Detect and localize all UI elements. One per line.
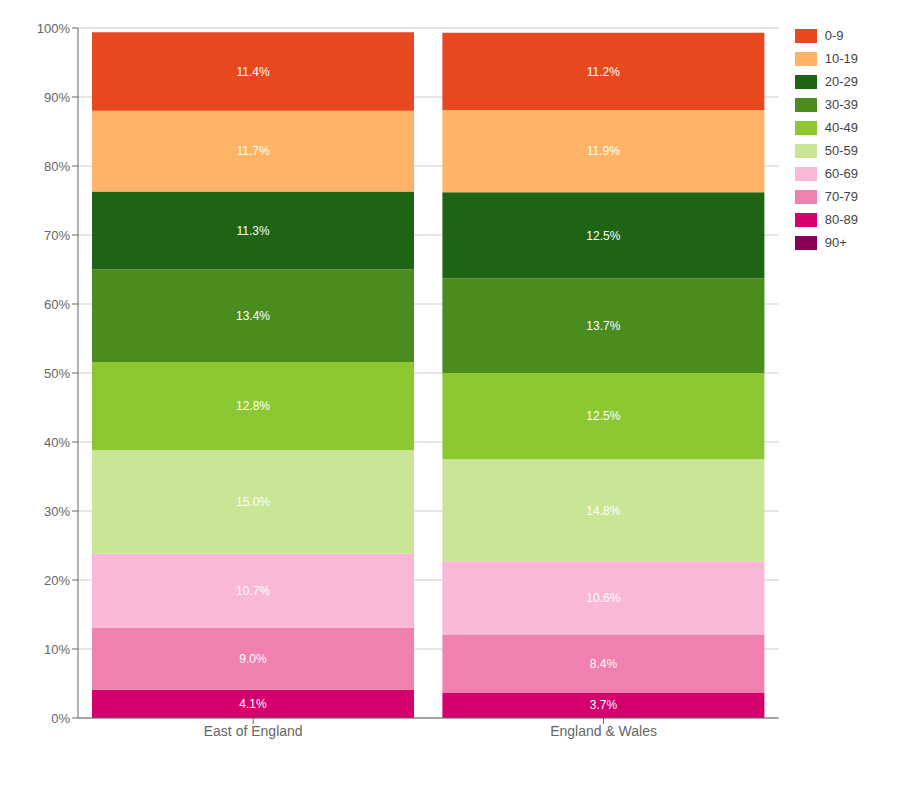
svg-text:11.3%: 11.3%	[236, 224, 269, 238]
svg-text:10%: 10%	[44, 642, 70, 657]
svg-text:30%: 30%	[44, 504, 70, 519]
svg-text:East of England: East of England	[204, 723, 303, 739]
svg-text:90%: 90%	[44, 90, 70, 105]
svg-text:80%: 80%	[44, 159, 70, 174]
html-text:30-39: 30-39	[824, 97, 858, 112]
svg-text:12.8%: 12.8%	[236, 399, 270, 413]
html-text:70-79: 70-79	[824, 189, 858, 204]
svg-text:70%: 70%	[44, 228, 70, 243]
svg-text:11.9%: 11.9%	[587, 144, 620, 158]
svg-text:10.7%: 10.7%	[236, 584, 270, 598]
svg-text:8.4%: 8.4%	[590, 657, 618, 671]
svg-text:3.7%: 3.7%	[590, 698, 618, 712]
svg-text:England & Wales: England & Wales	[550, 723, 657, 739]
html-text:90+: 90+	[824, 235, 847, 250]
html-text:0-9: 0-9	[824, 28, 844, 43]
svg-text:20%: 20%	[44, 573, 70, 588]
svg-text:12.5%: 12.5%	[586, 229, 620, 243]
svg-text:13.4%: 13.4%	[236, 309, 270, 323]
svg-text:60%: 60%	[44, 297, 70, 312]
svg-text:13.7%: 13.7%	[586, 319, 620, 333]
svg-text:4.1%: 4.1%	[239, 697, 267, 711]
svg-text:100%: 100%	[37, 21, 71, 36]
html-text:80-89: 80-89	[824, 212, 858, 227]
html-text:60-69: 60-69	[824, 166, 858, 181]
svg-text:0%: 0%	[51, 711, 70, 726]
html-text:40-49: 40-49	[824, 120, 858, 135]
svg-text:15.0%: 15.0%	[236, 495, 270, 509]
svg-text:10.6%: 10.6%	[586, 591, 620, 605]
svg-text:11.2%: 11.2%	[587, 65, 620, 79]
svg-text:14.8%: 14.8%	[586, 504, 620, 518]
svg-text:50%: 50%	[44, 366, 70, 381]
html-text:50-59: 50-59	[824, 143, 858, 158]
svg-text:40%: 40%	[44, 435, 70, 450]
svg-text:11.7%: 11.7%	[236, 144, 269, 158]
svg-text:9.0%: 9.0%	[239, 652, 267, 666]
html-text:10-19: 10-19	[824, 51, 858, 66]
svg-text:12.5%: 12.5%	[586, 409, 620, 423]
html-text:20-29: 20-29	[824, 74, 858, 89]
svg-text:11.4%: 11.4%	[236, 65, 269, 79]
